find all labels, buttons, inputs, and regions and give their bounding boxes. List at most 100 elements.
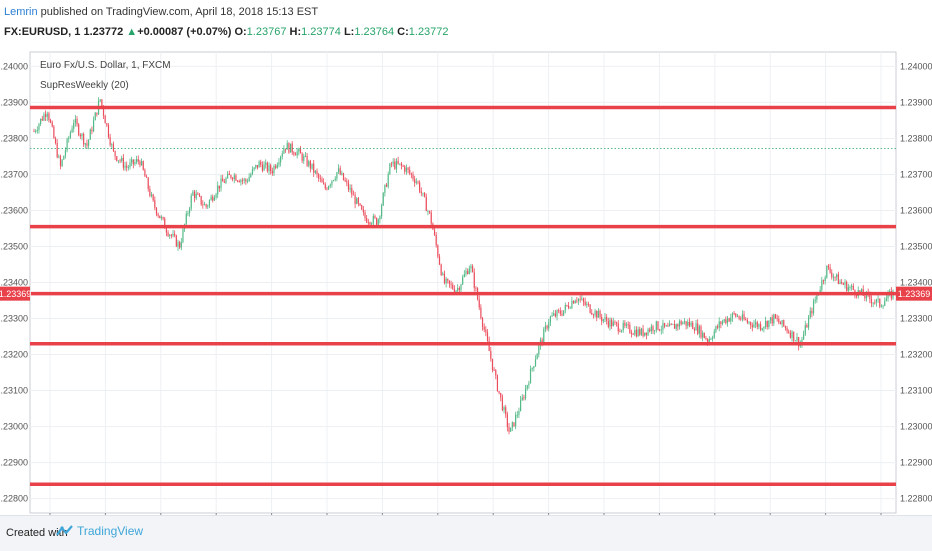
y-tick-right: 1.23400: [900, 278, 932, 288]
candle-body: [400, 163, 403, 166]
candle-body: [263, 164, 265, 171]
candle-body: [59, 156, 62, 167]
candle-body: [448, 280, 451, 284]
chart-legend-title: Euro Fx/U.S. Dollar, 1, FXCM: [40, 60, 171, 71]
symbol-label[interactable]: FX:EURUSD: [4, 26, 69, 38]
time-axis[interactable]: 09:0012:0015:0018:0021:001203:0006:0009:…: [39, 513, 893, 515]
y-tick-left: 1.23300: [0, 314, 28, 324]
candle-body: [548, 322, 550, 329]
candle-body: [561, 313, 563, 316]
candle-body: [758, 324, 760, 328]
candle-body: [46, 113, 48, 117]
candle-body: [500, 392, 502, 398]
candle-body: [809, 310, 811, 318]
candle-body: [240, 180, 242, 183]
tradingview-link[interactable]: TradingView: [56, 524, 143, 538]
candle-body: [736, 316, 739, 318]
candle-body: [614, 321, 616, 323]
candle-body: [798, 337, 800, 347]
candle-body: [364, 212, 366, 219]
open-label: O:: [234, 26, 247, 38]
candle-body: [326, 188, 328, 190]
candle-body: [791, 331, 793, 338]
publish-text: published on TradingView.com, April 18, …: [37, 6, 319, 18]
candle-body: [71, 128, 73, 133]
candle-body: [877, 298, 879, 300]
author-link[interactable]: Lemrin: [4, 6, 38, 18]
price-chart[interactable]: 1.22800 1.22900 1.23000 1.23100 1.23200 1.233…: [0, 0, 932, 515]
y-tick-right: 1.23000: [900, 422, 932, 432]
candle-body: [627, 324, 629, 326]
candle-body: [248, 176, 250, 182]
candle-body: [304, 155, 307, 157]
candle-body: [382, 192, 384, 206]
candle-body: [682, 322, 684, 325]
candle-body: [536, 353, 538, 360]
candle-body: [508, 427, 510, 432]
candle-body: [766, 321, 768, 328]
candle-body: [816, 295, 818, 300]
candle-body: [207, 205, 209, 207]
candle-body: [149, 188, 151, 196]
candle-body: [308, 161, 310, 166]
candle-body: [670, 323, 672, 325]
price-badge-label: 1.23369: [898, 289, 931, 299]
candle-body: [425, 196, 427, 212]
candle-body: [136, 159, 138, 163]
candle-body: [303, 156, 305, 161]
candle-body: [523, 397, 525, 399]
close-value: 1.23772: [408, 26, 449, 38]
candle-body: [783, 320, 785, 327]
indicator-legend[interactable]: SupResWeekly (20): [40, 80, 129, 91]
candle-body: [728, 318, 730, 322]
candle-body: [725, 319, 727, 324]
candle-body: [759, 324, 762, 330]
candle-body: [410, 173, 412, 175]
y-tick-right: 1.23100: [900, 386, 932, 396]
candle-body: [667, 325, 669, 327]
candle-body: [395, 160, 398, 169]
candle-body: [620, 330, 623, 332]
candle-body: [140, 161, 143, 166]
candle-body: [321, 179, 323, 183]
candle-body: [619, 331, 621, 333]
candle-body: [427, 211, 429, 212]
candle-body: [66, 139, 68, 151]
candle-body: [152, 194, 154, 201]
candle-body: [841, 282, 843, 284]
candle-body: [372, 216, 374, 224]
candle-body: [774, 314, 777, 319]
candle-body: [114, 150, 116, 157]
last-price: 1.23772: [83, 26, 124, 38]
candle-body: [786, 327, 788, 332]
candle-body: [392, 161, 394, 164]
candle-body: [490, 351, 492, 359]
candle-body: [409, 169, 411, 174]
price-badge-bg: [896, 286, 932, 301]
candle-body: [705, 338, 707, 340]
candle-body: [265, 162, 267, 165]
candle-body: [601, 316, 603, 322]
candle-body: [270, 165, 272, 172]
candle-body: [319, 178, 321, 180]
candle-body: [697, 323, 699, 334]
candle-body: [657, 321, 659, 330]
candle-body: [452, 284, 454, 289]
candle-body: [190, 195, 192, 209]
candle-body: [773, 314, 775, 324]
candle-body: [88, 139, 90, 146]
right-price-axis[interactable]: 1.22800 1.22900 1.23000 1.23100 1.23200 1.233…: [900, 61, 932, 503]
price-badges: 1.23369 1.23369: [0, 286, 932, 301]
candle-body: [763, 326, 765, 329]
candle-body: [718, 321, 720, 328]
candle-body: [880, 306, 883, 307]
candle-body: [314, 170, 316, 173]
candle-body: [376, 217, 378, 225]
candle-body: [501, 397, 503, 411]
candle-body: [357, 198, 360, 204]
left-price-axis[interactable]: 1.22800 1.22900 1.23000 1.23100 1.23200 1.233…: [0, 61, 28, 503]
candle-body: [594, 310, 596, 316]
candle-body: [503, 407, 505, 411]
candle-body: [771, 317, 773, 324]
candle-body: [185, 213, 187, 225]
